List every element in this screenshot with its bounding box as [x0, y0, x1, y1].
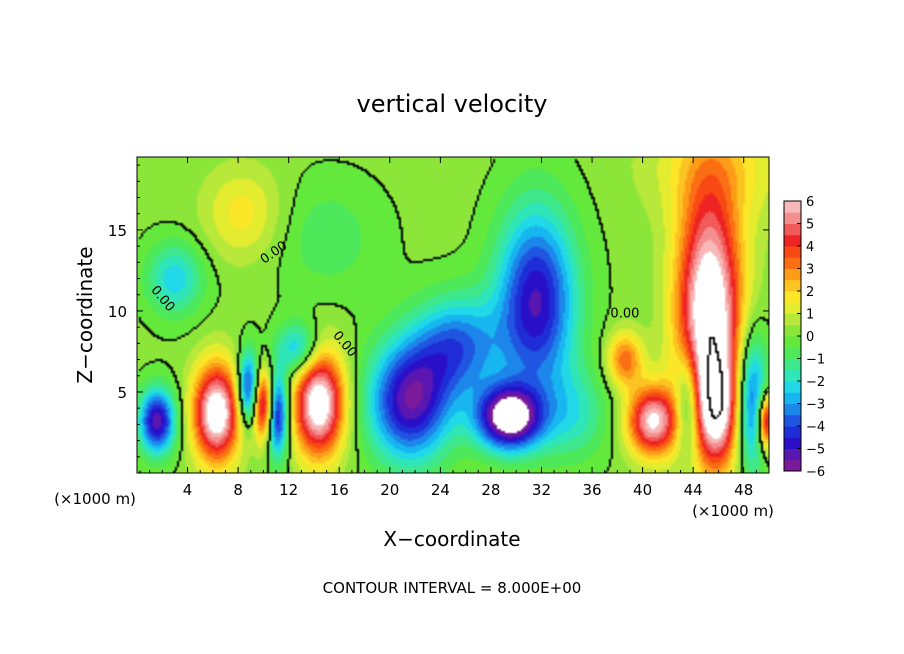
colorbar-tick-label: −1	[806, 353, 825, 368]
colorbar-tick-label: 6	[806, 195, 814, 210]
colorbar-swatch	[784, 223, 801, 236]
colorbar-swatch	[784, 426, 801, 438]
colorbar-swatch	[784, 302, 801, 314]
x-unit-label-right: (×1000 m)	[692, 502, 774, 520]
y-tick-label: 5	[117, 384, 127, 402]
colorbar-tick-label: −3	[806, 398, 825, 413]
colorbar-tick-label: −5	[806, 443, 825, 458]
x-tick-label: 8	[233, 481, 243, 499]
x-tick-label: 12	[279, 481, 298, 499]
colorbar-swatch	[784, 313, 801, 326]
x-tick-label: 16	[330, 481, 349, 499]
x-axis-label: X−coordinate	[383, 527, 520, 551]
colorbar-swatch	[784, 279, 801, 292]
x-tick-label: 32	[532, 481, 551, 499]
chart-title: vertical velocity	[357, 90, 548, 118]
colorbar-tick-label: 1	[806, 308, 814, 323]
contour-label: 0.00	[610, 306, 639, 321]
y-tick-label: 10	[108, 303, 127, 321]
x-tick-label: 24	[431, 481, 450, 499]
colorbar-swatch	[784, 358, 801, 371]
colorbar-swatch	[784, 414, 801, 427]
colorbar-swatch	[784, 257, 801, 269]
colorbar-tick-label: 0	[806, 330, 814, 345]
colorbar-tick-label: −4	[806, 420, 825, 435]
x-tick-label: 44	[684, 481, 703, 499]
x-tick-label: 4	[183, 481, 193, 499]
y-axis-label: Z−coordinate	[73, 246, 97, 383]
colorbar-swatch	[784, 437, 801, 449]
x-tick-label: 20	[380, 481, 399, 499]
colorbar-swatch	[784, 234, 801, 247]
colorbar-swatch	[784, 403, 801, 416]
colorbar: 6 5 4 3 2 1 0 −1 −2 −3 −4 −5 −6	[783, 195, 825, 480]
colorbar-swatch	[784, 291, 801, 303]
y-tick-label: 15	[108, 222, 127, 240]
y-axis-ticks: 5 10 15	[108, 164, 769, 458]
colorbar-tick-label: 2	[806, 285, 814, 300]
colorbar-swatch	[784, 268, 801, 281]
colorbar-tick-label: 4	[806, 240, 814, 255]
colorbar-swatch	[784, 212, 801, 224]
x-tick-label: 40	[633, 481, 652, 499]
x-unit-label-left: (×1000 m)	[54, 490, 136, 508]
contour-interval-note: CONTOUR INTERVAL = 8.000E+00	[323, 579, 582, 597]
colorbar-swatch	[784, 201, 801, 213]
colorbar-tick-label: 3	[806, 263, 814, 278]
x-axis-ticks: 4 8 12 16 20 24 28 32 36 40 44 48	[149, 157, 757, 499]
colorbar-swatch	[784, 246, 801, 258]
x-tick-label: 48	[734, 481, 753, 499]
colorbar-tick-label: −2	[806, 375, 825, 390]
colorbar-swatch	[784, 459, 801, 472]
colorbar-swatch	[784, 381, 801, 393]
colorbar-tick-label: 5	[806, 218, 814, 233]
x-tick-label: 28	[481, 481, 500, 499]
colorbar-swatch	[784, 324, 801, 337]
colorbar-swatch	[784, 336, 801, 348]
colorbar-swatch	[784, 392, 801, 404]
colorbar-swatch	[784, 369, 801, 382]
vertical-velocity-field	[137, 157, 769, 473]
colorbar-swatch	[784, 448, 801, 461]
colorbar-swatch	[784, 347, 801, 359]
colorbar-tick-label: −6	[806, 465, 825, 480]
x-tick-label: 36	[582, 481, 601, 499]
